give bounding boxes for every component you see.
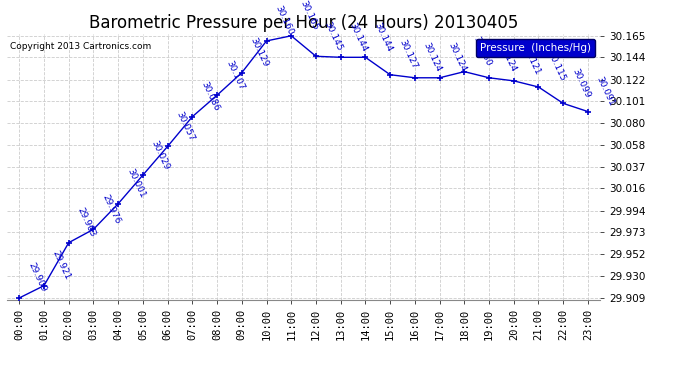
Text: 30.121: 30.121 [521, 44, 542, 77]
Text: 29.921: 29.921 [51, 249, 72, 282]
Pressure  (Inches/Hg) [386, 72, 394, 77]
Pressure  (Inches/Hg) [559, 101, 567, 106]
Pressure  (Inches/Hg) [485, 75, 493, 80]
Pressure  (Inches/Hg) [15, 296, 23, 300]
Text: 30.129: 30.129 [248, 36, 270, 69]
Legend: Pressure  (Inches/Hg): Pressure (Inches/Hg) [476, 39, 595, 57]
Line: Pressure  (Inches/Hg): Pressure (Inches/Hg) [16, 32, 591, 302]
Pressure  (Inches/Hg) [213, 93, 221, 98]
Pressure  (Inches/Hg) [534, 85, 542, 89]
Pressure  (Inches/Hg) [89, 227, 97, 232]
Pressure  (Inches/Hg) [65, 240, 73, 245]
Text: 30.091: 30.091 [595, 75, 616, 107]
Text: 30.145: 30.145 [323, 20, 344, 52]
Text: 30.115: 30.115 [545, 50, 567, 83]
Text: 30.165: 30.165 [298, 0, 319, 32]
Text: 29.976: 29.976 [100, 193, 122, 225]
Text: 30.160: 30.160 [273, 4, 295, 37]
Text: 30.001: 30.001 [125, 167, 147, 200]
Pressure  (Inches/Hg) [337, 55, 345, 60]
Pressure  (Inches/Hg) [362, 55, 370, 60]
Pressure  (Inches/Hg) [435, 75, 444, 80]
Text: 30.029: 30.029 [150, 138, 171, 171]
Pressure  (Inches/Hg) [188, 114, 197, 119]
Pressure  (Inches/Hg) [114, 201, 122, 206]
Text: 30.124: 30.124 [496, 41, 518, 74]
Pressure  (Inches/Hg) [262, 39, 270, 43]
Text: 30.107: 30.107 [224, 58, 246, 91]
Text: 30.124: 30.124 [446, 41, 468, 74]
Pressure  (Inches/Hg) [460, 69, 469, 74]
Title: Barometric Pressure per Hour (24 Hours) 20130405: Barometric Pressure per Hour (24 Hours) … [89, 14, 518, 32]
Pressure  (Inches/Hg) [411, 75, 419, 80]
Text: 30.130: 30.130 [471, 35, 493, 68]
Text: Copyright 2013 Cartronics.com: Copyright 2013 Cartronics.com [10, 42, 151, 51]
Pressure  (Inches/Hg) [510, 79, 518, 83]
Text: 29.909: 29.909 [26, 261, 48, 294]
Text: 30.124: 30.124 [422, 41, 443, 74]
Text: 29.963: 29.963 [76, 206, 97, 238]
Pressure  (Inches/Hg) [237, 70, 246, 75]
Text: 30.144: 30.144 [348, 21, 369, 53]
Text: 30.057: 30.057 [175, 110, 196, 142]
Pressure  (Inches/Hg) [287, 33, 295, 38]
Text: 30.086: 30.086 [199, 80, 221, 112]
Pressure  (Inches/Hg) [584, 110, 592, 114]
Pressure  (Inches/Hg) [312, 54, 320, 58]
Pressure  (Inches/Hg) [40, 284, 48, 288]
Pressure  (Inches/Hg) [164, 144, 172, 148]
Text: 30.127: 30.127 [397, 38, 419, 70]
Text: 30.144: 30.144 [373, 21, 394, 53]
Text: 30.099: 30.099 [570, 67, 592, 99]
Pressure  (Inches/Hg) [139, 173, 147, 177]
